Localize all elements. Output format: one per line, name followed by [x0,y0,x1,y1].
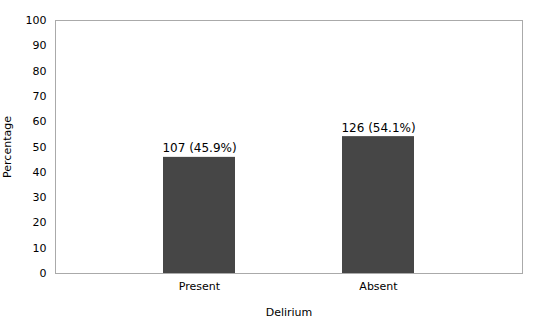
svg-text:Delirium: Delirium [266,306,313,318]
svg-text:60: 60 [33,115,47,128]
svg-text:20: 20 [33,216,47,229]
svg-text:126 (54.1%): 126 (54.1%) [341,121,415,135]
svg-text:80: 80 [33,65,47,78]
svg-text:40: 40 [33,166,47,179]
svg-text:0: 0 [40,267,47,280]
svg-text:30: 30 [33,191,47,204]
svg-text:100: 100 [26,14,47,27]
svg-text:90: 90 [33,39,47,52]
svg-text:Percentage: Percentage [1,116,14,178]
svg-text:70: 70 [33,90,47,103]
svg-text:50: 50 [33,141,47,154]
svg-text:10: 10 [33,242,47,255]
svg-text:Present: Present [179,280,221,293]
svg-text:107 (45.9%): 107 (45.9%) [162,141,236,155]
svg-text:Absent: Absent [359,280,398,293]
